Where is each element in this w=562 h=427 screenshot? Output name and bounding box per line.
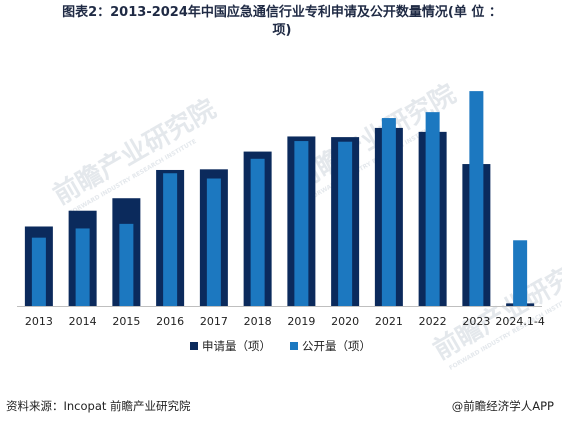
legend-swatch-1 [290, 342, 298, 350]
x-tick-2013: 2013 [25, 315, 53, 328]
legend-swatch-0 [190, 342, 198, 350]
title-line-2: 项) [272, 23, 292, 38]
x-tick-2023: 2023 [462, 315, 490, 328]
bar-publication-2020 [338, 141, 353, 306]
bar-publication-2017 [206, 178, 221, 306]
title-line-1: 图表2：2013-2024年中国应急通信行业专利申请及公开数量情况(单 位 ： [62, 5, 502, 20]
watermark-text: 前瞻产业研究院 [48, 93, 221, 211]
bar-publication-2016 [163, 173, 178, 306]
x-tick-2016: 2016 [156, 315, 184, 328]
x-tick-labels: 2013 2014 2015 2016 2017 2018 2019 2020 2021 2022… [25, 315, 545, 328]
x-tick-2017: 2017 [200, 315, 228, 328]
x-tick-2021: 2021 [375, 315, 403, 328]
x-tick-2018: 2018 [244, 315, 272, 328]
bar-publication-2015 [119, 223, 134, 306]
x-tick-2015: 2015 [112, 315, 140, 328]
x-tick-2019: 2019 [287, 315, 315, 328]
x-tick-2022: 2022 [419, 315, 447, 328]
legend: 申请量（项） 公开量（项） [190, 339, 371, 353]
bar-publication-2023 [469, 91, 484, 306]
x-tick-2020: 2020 [331, 315, 359, 328]
bar-publication-2014 [75, 228, 90, 306]
bar-publication-2018 [250, 158, 265, 306]
bar-publication-2019 [294, 141, 309, 306]
x-tick-2014: 2014 [69, 315, 97, 328]
bar-publication-2024.1-4 [513, 240, 528, 306]
legend-label-1: 公开量（项） [302, 339, 371, 353]
bar-publication-2013 [31, 237, 46, 306]
watermark-text: 前瞻产业研究院 [428, 248, 562, 366]
legend-label-0: 申请量（项） [202, 339, 271, 353]
chart-title: 图表2：2013-2024年中国应急通信行业专利申请及公开数量情况(单 位 ： … [6, 4, 558, 40]
brand-credit: @前瞻经济学人APP [451, 399, 554, 413]
x-tick-2024.1-4: 2024.1-4 [495, 315, 544, 328]
bar-publication-2021 [381, 118, 396, 306]
bar-publication-2022 [425, 112, 440, 307]
bars-group [24, 91, 535, 307]
source-note: 资料来源：Incopat 前瞻产业研究院 [6, 399, 191, 413]
